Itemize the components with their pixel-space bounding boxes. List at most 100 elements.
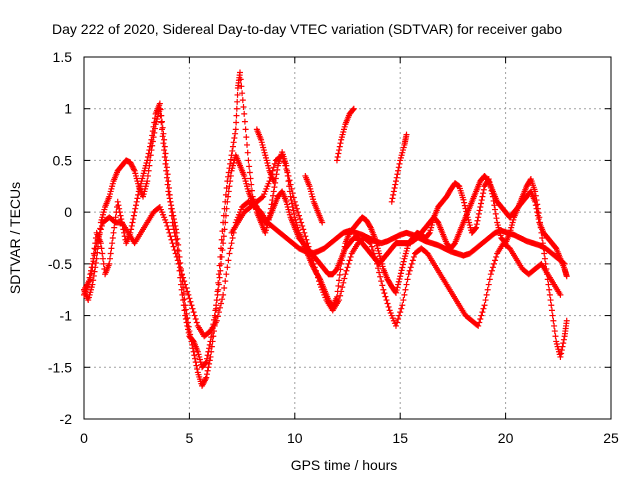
data-point [173,253,180,260]
data-point [172,250,179,257]
data-point [232,130,239,137]
data-point [292,202,299,209]
data-point [394,284,401,291]
data-point [532,198,539,205]
data-point [237,76,244,83]
data-point [376,269,383,276]
data-point [397,270,404,277]
data-point [165,178,172,185]
x-tick-label: 0 [80,430,88,446]
data-point [225,188,232,195]
data-point [336,271,343,278]
data-point [92,246,99,253]
data-point [233,112,240,119]
data-point [184,322,191,329]
data-point [259,194,266,201]
data-point [340,279,347,286]
data-point [225,173,232,180]
data-point [167,233,174,240]
data-point [343,267,350,274]
data-point [245,157,252,164]
data-point [291,198,298,205]
x-tick-label: 15 [392,430,408,446]
data-point [288,185,295,192]
data-point [426,230,433,237]
data-point [404,276,411,283]
data-point [333,293,340,300]
data-point [381,290,388,297]
data-point [371,253,378,260]
data-point [222,212,229,219]
data-point [246,169,253,176]
data-point [397,273,404,280]
data-point [168,205,175,212]
data-point [398,267,405,274]
data-point [218,260,225,267]
data-point [473,221,480,228]
data-point [107,250,114,257]
data-point [548,307,555,314]
data-point [109,235,116,241]
data-point [478,200,485,207]
data-point [183,319,190,326]
x-tick-label: 25 [603,430,619,446]
data-point [163,157,170,164]
data-point [533,205,540,212]
data-point [532,202,539,209]
data-point [220,233,227,240]
data-point [296,212,303,219]
data-point [116,209,123,216]
data-point [473,224,480,231]
data-point [481,302,488,309]
data-point [539,235,546,241]
data-point [350,106,357,113]
data-point [111,224,118,231]
data-point [310,260,317,267]
data-point [224,264,231,271]
data-point [167,198,174,205]
data-point [491,202,498,209]
data-point [223,205,230,212]
data-point [182,281,189,288]
data-point [192,355,199,362]
data-point [183,284,190,291]
data-point [242,126,249,133]
data-point [548,302,555,309]
data-point [489,264,496,271]
data-point [89,264,96,271]
data-point [382,293,389,300]
data-point [222,219,229,226]
data-point [185,329,192,336]
data-point [395,167,402,174]
data-point [159,124,166,131]
data-point [158,118,165,125]
x-tick-label: 20 [498,430,514,446]
data-point [225,257,232,264]
data-point [398,305,405,312]
data-point [285,172,292,179]
data-point [116,205,123,212]
y-tick-label: -0.5 [48,256,72,272]
data-point [132,205,139,212]
data-point [280,155,287,162]
x-axis-label: GPS time / hours [291,457,398,473]
data-point [477,316,484,323]
data-points [81,69,570,389]
data-point [87,276,94,283]
data-point [369,247,376,254]
data-point [178,286,185,293]
data-point [400,258,407,265]
data-point [228,240,235,247]
data-point [214,313,221,320]
data-point [226,183,233,190]
data-point [551,328,558,335]
data-point [396,160,403,167]
data-point [335,282,342,289]
data-point [391,185,398,192]
data-point [176,264,183,271]
data-point [408,260,415,267]
data-point [301,229,308,236]
data-point [534,212,541,219]
data-point [168,212,175,219]
data-point [390,188,397,195]
